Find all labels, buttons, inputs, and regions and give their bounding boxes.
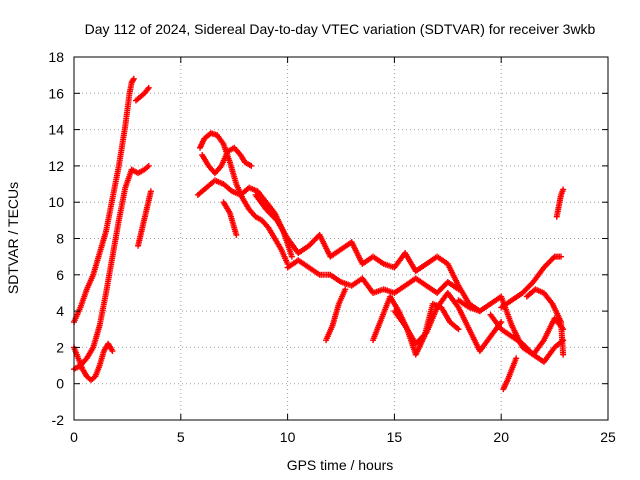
data-point <box>560 351 567 358</box>
y-tick-label: 16 <box>48 85 64 101</box>
series-track-d <box>71 340 116 384</box>
data-series <box>71 75 567 393</box>
data-point <box>145 84 152 91</box>
y-tick-label: 18 <box>48 49 64 65</box>
x-tick-label: 20 <box>493 429 509 445</box>
x-tick-label: 5 <box>177 429 185 445</box>
series-track-r <box>498 253 565 311</box>
data-point <box>147 188 154 195</box>
data-point <box>130 75 137 82</box>
series-track-l <box>323 286 349 344</box>
series-track-c <box>71 162 152 373</box>
y-tick-label: -2 <box>52 412 65 428</box>
series-track-h <box>199 144 255 177</box>
y-tick-label: 8 <box>56 231 64 247</box>
series-track-e <box>135 188 154 249</box>
y-tick-label: 10 <box>48 194 64 210</box>
data-point <box>513 355 520 362</box>
series-track-b <box>132 84 152 104</box>
data-point <box>130 76 137 83</box>
series-track-g <box>197 130 291 267</box>
series-track-a <box>71 75 137 325</box>
axis-ticks: 0 5 10 15 20 25 -2 0 2 4 6 8 10 12 14 16 18 <box>48 49 616 445</box>
series-track-m <box>370 293 462 358</box>
series-track-i <box>220 199 240 238</box>
y-tick-label: 2 <box>56 339 64 355</box>
data-point <box>558 253 565 260</box>
grid-lines <box>74 57 608 420</box>
x-tick-label: 15 <box>387 429 403 445</box>
y-tick-label: 0 <box>56 376 64 392</box>
x-tick-label: 0 <box>70 429 78 445</box>
data-point <box>288 253 295 260</box>
data-point <box>109 348 116 355</box>
series-track-t <box>553 186 567 220</box>
series-track-f <box>194 177 295 260</box>
y-tick-label: 12 <box>48 158 64 174</box>
data-point <box>145 162 152 169</box>
series-track-q <box>500 355 520 393</box>
x-tick-label: 25 <box>600 429 616 445</box>
series-track-k <box>284 257 462 296</box>
data-point <box>455 326 462 333</box>
data-point <box>455 286 462 293</box>
data-point <box>342 286 349 293</box>
chart-title: Day 112 of 2024, Sidereal Day-to-day VTE… <box>85 21 596 37</box>
data-point <box>560 186 567 193</box>
data-point <box>233 231 240 238</box>
data-point <box>248 162 255 169</box>
series-track-j <box>252 191 483 315</box>
series-track-p <box>487 311 567 365</box>
y-tick-label: 4 <box>56 303 64 319</box>
series-track-s <box>523 286 567 358</box>
y-tick-label: 6 <box>56 267 64 283</box>
x-axis-title: GPS time / hours <box>287 457 394 473</box>
y-axis-title: SDTVAR / TECUs <box>5 182 21 294</box>
y-tick-label: 14 <box>48 122 64 138</box>
data-point <box>498 318 505 325</box>
x-tick-label: 10 <box>280 429 296 445</box>
